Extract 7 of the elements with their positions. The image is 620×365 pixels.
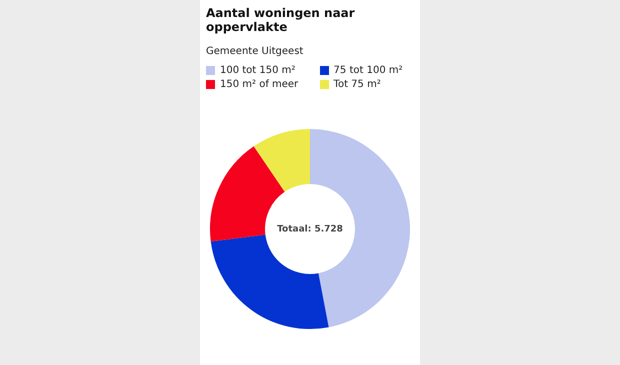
legend-label: 75 tot 100 m² — [334, 65, 403, 76]
text: Totaal: 5.728 — [277, 224, 343, 234]
legend-label: 100 tot 150 m² — [220, 65, 296, 76]
legend-label: 150 m² of meer — [220, 79, 298, 90]
chart-title: Aantal woningen naar oppervlakte — [206, 6, 356, 34]
legend-label: Tot 75 m² — [334, 79, 381, 90]
chart-subtitle: Gemeente Uitgeest — [206, 46, 304, 57]
